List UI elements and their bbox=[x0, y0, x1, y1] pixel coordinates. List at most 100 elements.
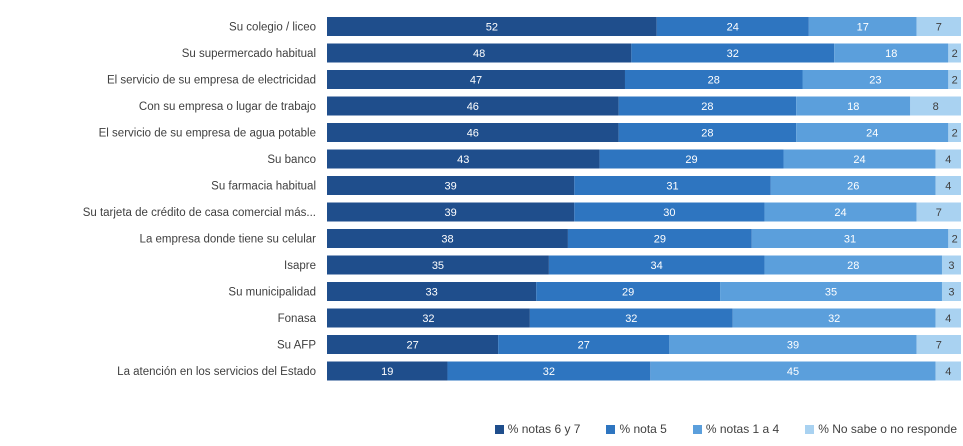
data-label: 2 bbox=[952, 234, 958, 246]
bar-segment bbox=[720, 282, 942, 301]
bar-segment bbox=[327, 176, 575, 195]
data-label: 45 bbox=[787, 366, 799, 378]
bar-segment bbox=[574, 202, 765, 222]
data-label: 24 bbox=[853, 154, 865, 166]
data-label: 52 bbox=[486, 22, 498, 34]
bar-segment bbox=[327, 17, 657, 36]
data-label: 4 bbox=[945, 313, 951, 325]
bar-segment bbox=[327, 202, 575, 222]
data-label: 39 bbox=[445, 181, 457, 193]
bar-segment bbox=[327, 229, 568, 248]
data-label: 29 bbox=[622, 287, 634, 299]
bar-segment bbox=[764, 202, 917, 222]
data-label: 4 bbox=[945, 366, 951, 378]
bar-segment bbox=[529, 308, 733, 328]
bar-segment bbox=[327, 149, 600, 169]
bar-segment bbox=[783, 149, 936, 169]
bar-segment bbox=[935, 308, 961, 328]
category-label: Isapre bbox=[284, 260, 316, 272]
category-label: La empresa donde tiene su celular bbox=[140, 234, 317, 246]
bar-segment bbox=[618, 123, 797, 142]
legend-label: % notas 6 y 7 bbox=[507, 422, 581, 436]
category-label: Su AFP bbox=[277, 340, 316, 352]
data-label: 26 bbox=[847, 181, 859, 193]
data-label: 24 bbox=[727, 22, 739, 34]
data-label: 24 bbox=[866, 128, 878, 140]
bar-segment bbox=[327, 96, 619, 116]
legend-swatch bbox=[494, 424, 504, 434]
bar-segment bbox=[796, 96, 911, 116]
data-label: 38 bbox=[441, 234, 453, 246]
bar-segment bbox=[574, 176, 771, 195]
bar-segment bbox=[916, 202, 961, 222]
legend-item: % nota 5 bbox=[606, 422, 667, 436]
category-label: Su supermercado habitual bbox=[182, 48, 316, 60]
category-label: Su colegio / liceo bbox=[229, 22, 316, 34]
data-label: 28 bbox=[701, 128, 713, 140]
data-label: 4 bbox=[945, 181, 951, 193]
data-label: 34 bbox=[651, 260, 663, 272]
bar-segment bbox=[669, 335, 917, 354]
data-label: 8 bbox=[933, 101, 939, 113]
data-label: 30 bbox=[663, 207, 675, 219]
bar-segment bbox=[732, 308, 936, 328]
legend-item: % No sabe o no responde bbox=[805, 422, 957, 436]
category-label: Fonasa bbox=[278, 313, 317, 325]
bar-segment bbox=[935, 361, 961, 381]
data-label: 3 bbox=[948, 287, 954, 299]
bar-segment bbox=[327, 43, 632, 63]
data-label: 17 bbox=[857, 22, 869, 34]
data-label: 33 bbox=[425, 287, 437, 299]
bar-segment bbox=[948, 229, 961, 248]
bar-segment bbox=[916, 335, 961, 354]
data-label: 7 bbox=[936, 22, 942, 34]
data-label: 7 bbox=[936, 207, 942, 219]
data-label: 47 bbox=[470, 75, 482, 87]
bar-segment bbox=[916, 17, 961, 36]
data-label: 7 bbox=[936, 340, 942, 352]
bar-segment bbox=[618, 96, 797, 116]
bar-segment bbox=[650, 361, 936, 381]
bar-segment bbox=[327, 123, 619, 142]
data-label: 35 bbox=[825, 287, 837, 299]
data-label: 29 bbox=[685, 154, 697, 166]
data-label: 2 bbox=[952, 75, 958, 87]
data-label: 28 bbox=[708, 75, 720, 87]
bar-segment bbox=[548, 255, 765, 275]
data-label: 39 bbox=[787, 340, 799, 352]
category-label: La atención en los servicios del Estado bbox=[117, 366, 316, 378]
bar-segment bbox=[751, 229, 949, 248]
data-label: 29 bbox=[654, 234, 666, 246]
legend: % notas 6 y 7 % nota 5 % notas 1 a 4 % No s… bbox=[0, 422, 963, 436]
data-label: 32 bbox=[828, 313, 840, 325]
data-label: 46 bbox=[467, 128, 479, 140]
category-label: Su municipalidad bbox=[228, 287, 316, 299]
bar-segment bbox=[567, 229, 752, 248]
data-label: 27 bbox=[578, 340, 590, 352]
bar-segment bbox=[808, 17, 917, 36]
data-label: 31 bbox=[666, 181, 678, 193]
data-label: 32 bbox=[625, 313, 637, 325]
bar-segment bbox=[327, 361, 448, 381]
data-label: 4 bbox=[945, 154, 951, 166]
data-label: 46 bbox=[467, 101, 479, 113]
category-label: El servicio de su empresa de electricida… bbox=[107, 75, 316, 87]
bar-segment bbox=[631, 43, 835, 63]
category-label: Su banco bbox=[267, 154, 316, 166]
bar-segment bbox=[802, 70, 949, 89]
bar-segment bbox=[834, 43, 949, 63]
bar-segment bbox=[796, 123, 949, 142]
data-label: 2 bbox=[952, 128, 958, 140]
data-label: 27 bbox=[406, 340, 418, 352]
data-label: 32 bbox=[543, 366, 555, 378]
bar-segment bbox=[498, 335, 670, 354]
data-label: 32 bbox=[727, 48, 739, 60]
data-label: 2 bbox=[952, 48, 958, 60]
legend-label: % nota 5 bbox=[619, 422, 667, 436]
bar-segment bbox=[327, 70, 625, 89]
bar-segment bbox=[327, 308, 530, 328]
data-label: 28 bbox=[847, 260, 859, 272]
category-label: El servicio de su empresa de agua potabl… bbox=[99, 128, 316, 140]
